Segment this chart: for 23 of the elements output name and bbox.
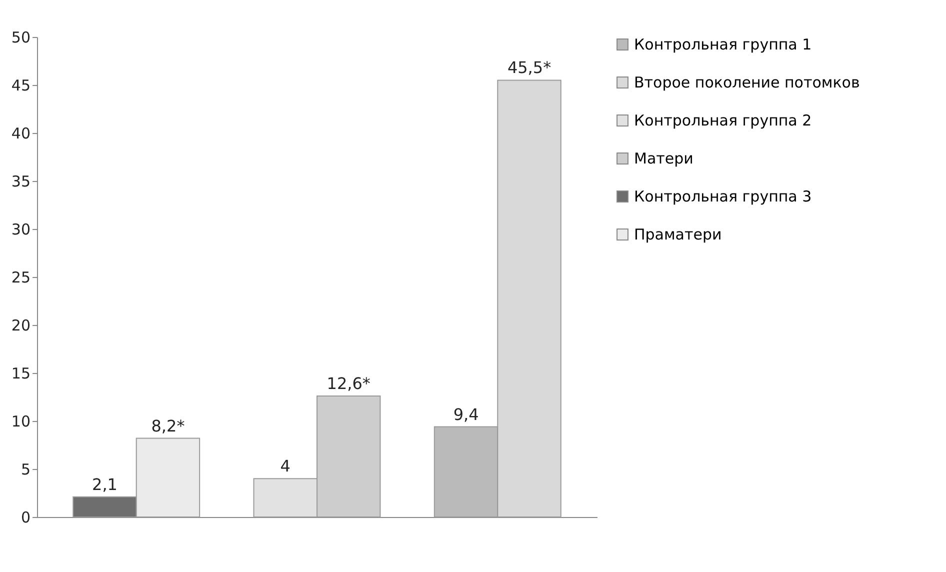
legend-label: Контрольная группа 1 [634, 36, 812, 54]
y-tick-label: 10 [11, 412, 30, 430]
data-label: 8,2* [151, 416, 185, 436]
data-label: 12,6* [326, 374, 370, 394]
legend-label: Второе поколение потомков [634, 74, 860, 92]
y-tick-label: 0 [20, 508, 30, 526]
legend-label: Праматери [634, 226, 722, 244]
legend-label: Матери [634, 150, 694, 168]
legend-label: Контрольная группа 3 [634, 188, 812, 206]
y-tick-label: 50 [11, 28, 30, 46]
y-tick-label: 30 [11, 220, 30, 238]
y-tick-label: 15 [11, 364, 30, 382]
y-tick-label: 40 [11, 124, 30, 142]
y-tick-label: 20 [11, 316, 30, 334]
y-tick-label: 35 [11, 172, 30, 190]
y-tick-label: 25 [11, 268, 30, 286]
y-tick-label: 5 [20, 460, 30, 478]
data-label: 9,4 [453, 404, 479, 424]
data-label: 2,1 [92, 474, 118, 494]
data-label: 45,5* [507, 58, 552, 78]
legend-label: Контрольная группа 2 [634, 112, 812, 130]
data-label: 4 [280, 456, 290, 476]
y-tick-label: 45 [11, 76, 30, 94]
